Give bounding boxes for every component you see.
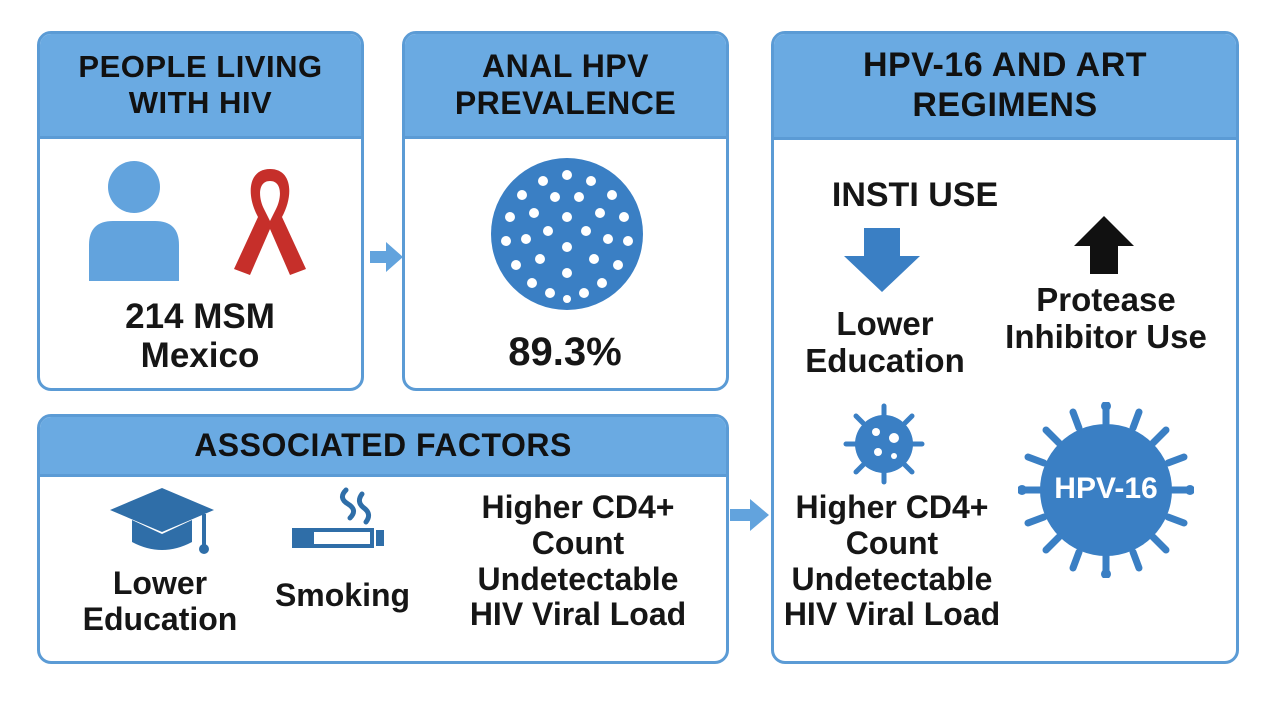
prevalence-value: 89.3%	[508, 330, 622, 374]
virus-icon	[843, 403, 925, 485]
insti-use-label: INSTI USE	[831, 176, 999, 214]
panel-people-living-with-hiv: PEOPLE LIVING WITH HIV	[37, 31, 364, 391]
factor-lower-education: Lower Education	[82, 565, 238, 637]
hpv-virus-particle-icon	[491, 158, 643, 310]
factor-smoking: Smoking	[274, 577, 411, 613]
flow-arrow-right-icon	[730, 499, 769, 531]
panel-title: HPV-16 AND ART REGIMENS	[774, 34, 1236, 140]
cohort-caption: 214 MSM Mexico	[125, 297, 275, 376]
graduation-cap-icon	[110, 488, 214, 554]
panel-title: PEOPLE LIVING WITH HIV	[40, 34, 361, 139]
protease-inhibitor-use-label: Protease Inhibitor Use	[1005, 281, 1207, 355]
panel-title: ANAL HPV PREVALENCE	[405, 34, 726, 139]
panel-title: ASSOCIATED FACTORS	[40, 417, 726, 477]
hpv16-virus-icon	[1018, 402, 1194, 578]
panel-hpv16-art-regimens: HPV-16 AND ART REGIMENS	[771, 31, 1239, 664]
arrow-down-icon	[844, 228, 920, 292]
red-ribbon-icon	[234, 169, 306, 275]
insti-effect-lower-education: Lower Education	[805, 305, 965, 379]
person-icon	[89, 161, 179, 281]
flow-arrow-right-icon	[370, 242, 403, 272]
regimen-cd4-viral-load: Higher CD4+ Count Undetectable HIV Viral…	[783, 489, 1001, 633]
factor-cd4-viral-load: Higher CD4+ Count Undetectable HIV Viral…	[469, 489, 687, 633]
cigarette-icon	[292, 487, 384, 548]
hpv16-label: HPV-16	[1054, 472, 1158, 505]
arrow-up-icon	[1074, 216, 1134, 274]
